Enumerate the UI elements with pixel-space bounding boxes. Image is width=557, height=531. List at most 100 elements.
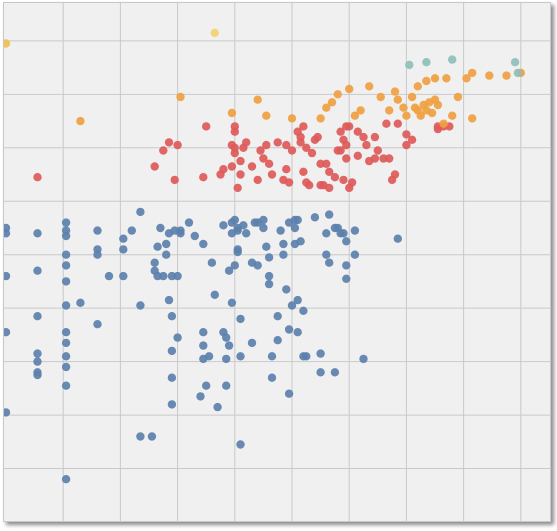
data-point-series-3 (439, 119, 448, 128)
data-point-series-1 (267, 352, 277, 361)
data-point-series-3 (365, 82, 374, 91)
data-point-series-1 (33, 312, 42, 321)
data-point-series-2 (233, 183, 242, 193)
data-point-series-4 (422, 58, 431, 67)
data-point-series-2 (299, 167, 308, 176)
data-point-series-1 (210, 290, 219, 299)
data-point-series-2 (330, 173, 340, 182)
data-point-series-2 (227, 162, 237, 171)
data-point-series-2 (353, 151, 362, 160)
data-point-series-1 (302, 352, 311, 361)
data-point-series-1 (162, 239, 171, 249)
data-point-series-3 (385, 106, 394, 115)
data-point-series-3 (376, 92, 385, 102)
data-point-series-1 (273, 312, 282, 321)
data-point-series-1 (33, 229, 42, 238)
data-point-series-2 (370, 154, 380, 163)
data-point-series-1 (61, 261, 71, 270)
data-point-series-1 (162, 250, 171, 259)
scatter-plot (4, 3, 550, 521)
data-point-series-3 (333, 90, 342, 99)
data-point-series-3 (356, 106, 365, 115)
data-point-series-1 (33, 349, 42, 358)
data-point-series-6 (4, 39, 11, 48)
data-point-series-1 (293, 328, 302, 337)
data-point-series-2 (259, 154, 268, 163)
data-point-series-1 (322, 250, 331, 259)
data-point-series-1 (184, 218, 194, 227)
data-point-series-3 (350, 111, 360, 120)
data-point-series-2 (236, 170, 245, 179)
data-point-series-1 (136, 207, 145, 217)
data-point-series-1 (33, 357, 42, 366)
data-point-series-3 (448, 111, 457, 120)
data-point-series-2 (339, 175, 348, 185)
data-point-series-1 (264, 279, 274, 289)
data-point-series-1 (262, 242, 271, 251)
data-point-series-1 (167, 346, 177, 356)
data-point-series-2 (256, 146, 265, 155)
data-point-series-2 (173, 140, 182, 150)
data-point-series-1 (239, 221, 248, 230)
data-point-series-1 (4, 229, 11, 238)
data-point-series-3 (390, 87, 400, 96)
data-point-series-1 (173, 333, 182, 342)
data-point-series-2 (342, 140, 351, 150)
data-point-series-2 (262, 140, 271, 150)
data-point-series-2 (347, 178, 357, 187)
data-point-series-1 (284, 389, 294, 398)
data-point-series-1 (284, 325, 294, 334)
data-point-series-2 (282, 165, 291, 174)
data-point-series-2 (230, 127, 239, 136)
data-point-series-1 (4, 328, 11, 337)
data-point-series-3 (399, 103, 408, 112)
data-point-series-3 (413, 82, 422, 91)
data-point-series-2 (407, 135, 417, 144)
data-point-series-2 (247, 162, 257, 171)
data-point-series-2 (313, 132, 322, 142)
data-point-series-1 (33, 370, 42, 380)
data-point-series-1 (342, 274, 351, 283)
data-point-series-1 (207, 258, 217, 267)
data-point-series-1 (61, 381, 71, 390)
data-point-series-1 (61, 231, 71, 241)
data-point-series-2 (202, 122, 211, 131)
data-point-series-2 (342, 154, 351, 163)
data-point-series-2 (402, 130, 411, 139)
data-point-series-1 (199, 328, 208, 337)
data-point-series-4 (510, 58, 520, 67)
data-point-series-1 (119, 234, 128, 243)
data-point-series-2 (242, 138, 251, 147)
data-point-series-1 (199, 341, 208, 350)
data-point-series-1 (93, 250, 102, 259)
data-point-series-1 (279, 239, 288, 249)
data-point-series-1 (290, 223, 300, 233)
data-point-series-1 (222, 333, 231, 342)
data-point-series-2 (382, 119, 391, 128)
data-point-series-3 (502, 71, 511, 80)
data-point-series-1 (153, 242, 162, 251)
data-point-series-1 (61, 475, 71, 484)
data-point-series-2 (33, 173, 42, 182)
data-point-series-1 (224, 341, 234, 350)
data-point-series-1 (299, 306, 308, 315)
data-point-series-1 (61, 328, 71, 337)
data-point-series-2 (267, 170, 277, 179)
data-point-series-1 (359, 354, 368, 364)
data-point-series-3 (485, 71, 494, 80)
data-point-series-2 (302, 143, 311, 152)
data-point-series-2 (236, 156, 245, 166)
data-point-series-2 (305, 181, 314, 190)
data-point-series-2 (199, 173, 208, 182)
data-point-series-1 (316, 349, 325, 358)
data-point-series-1 (61, 277, 71, 286)
data-point-series-2 (345, 122, 354, 131)
data-point-series-3 (416, 111, 425, 120)
data-point-series-2 (164, 138, 174, 147)
data-point-series-1 (279, 250, 288, 259)
data-point-series-1 (4, 271, 11, 281)
data-point-series-1 (350, 226, 360, 235)
data-point-series-1 (173, 271, 182, 281)
data-point-series-1 (167, 400, 177, 409)
data-point-series-1 (119, 271, 128, 281)
